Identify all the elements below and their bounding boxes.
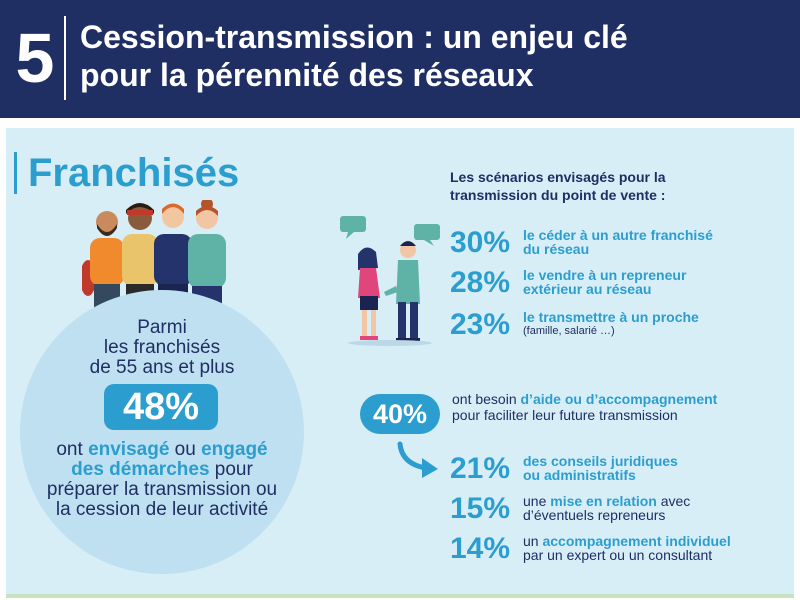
header-banner: 5 Cession-transmission : un enjeu clé po… xyxy=(0,0,800,118)
circle-highlight-engage: engagé des démarches xyxy=(71,439,268,480)
percent-40-pill: 40% xyxy=(360,394,440,434)
support-desc-3: un accompagnement individuel par un expe… xyxy=(523,534,763,562)
support-item-1: 21% des conseils juridiques ou administr… xyxy=(450,452,770,488)
support-desc-2-highlight: mise en relation xyxy=(550,493,657,509)
percent-48-box: 48% xyxy=(104,384,218,430)
support-item-3: 14% un accompagnement individuel par un … xyxy=(450,532,770,568)
support-percent-1: 21% xyxy=(450,452,511,485)
panel-bottom-border xyxy=(6,594,794,598)
page-title-line1: Cession-transmission : un enjeu clé xyxy=(80,19,628,55)
section-number: 5 xyxy=(15,19,55,97)
stat-circle xyxy=(20,290,304,574)
scenarios-title-line1: Les scénarios envisagés pour la xyxy=(450,169,666,185)
scenarios-title: Les scénarios envisagés pour la transmis… xyxy=(450,168,750,204)
scenario-note-3: (famille, salarié …) xyxy=(523,325,615,337)
scenario-item-1: 30% le céder à un autre franchisé du rés… xyxy=(450,226,770,262)
circle-text-part3: pour préparer la transmission ou la cess… xyxy=(46,459,278,520)
scenario-desc-2: le vendre à un repreneur extérieur au ré… xyxy=(523,268,763,296)
scenario-item-2: 28% le vendre à un repreneur extérieur a… xyxy=(450,266,770,302)
scenario-percent-1: 30% xyxy=(450,226,511,259)
curved-arrow-icon xyxy=(397,441,438,478)
scenario-item-3: 23% le transmettre à un proche (famille,… xyxy=(450,308,770,344)
circle-lead-line1: Parmi xyxy=(137,317,187,338)
scenario-desc-3: le transmettre à un proche xyxy=(523,309,699,325)
circle-description: ont envisagé ou engagé des démarches pou… xyxy=(40,440,284,520)
support-text-part1: ont besoin xyxy=(452,391,521,407)
circle-lead-text: Parmi les franchisés de 55 ans et plus xyxy=(60,318,264,378)
scenario-desc-2-line1: le vendre à un repreneur xyxy=(523,267,687,283)
support-desc-2-pre: une xyxy=(523,493,551,509)
scenario-desc-1-line1: le céder à un autre franchisé xyxy=(523,227,713,243)
section-title: Franchisés xyxy=(28,151,240,195)
conversation-illustration xyxy=(340,216,440,346)
support-percent-2: 15% xyxy=(450,492,511,525)
section-title-bar xyxy=(14,152,17,194)
page-title-line2: pour la pérennité des réseaux xyxy=(80,57,534,93)
support-desc-1: des conseils juridiques ou administratif… xyxy=(523,454,763,482)
support-desc-2: une mise en relation avec d’éventuels re… xyxy=(523,494,763,522)
support-desc-1-line2: ou administratifs xyxy=(523,467,636,483)
circle-highlight-envisage: envisagé xyxy=(88,439,170,460)
scenarios-title-line2: transmission du point de vente : xyxy=(450,187,666,203)
scenario-percent-2: 28% xyxy=(450,266,511,299)
circle-lead-line3: de 55 ans et plus xyxy=(89,357,235,378)
support-line2: pour faciliter leur future transmission xyxy=(452,407,678,423)
support-desc-3-pre: un xyxy=(523,533,543,549)
scenario-desc-1-line2: du réseau xyxy=(523,241,590,257)
support-item-2: 15% une mise en relation avec d’éventuel… xyxy=(450,492,770,528)
support-desc-2-post: avec xyxy=(656,493,691,509)
circle-text-part1: ont xyxy=(56,439,89,460)
scenario-desc-2-line2: extérieur au réseau xyxy=(523,281,652,297)
circle-text-part2: ou xyxy=(169,439,202,460)
header-divider xyxy=(64,16,66,100)
support-desc-2-line1: une mise en relation avec xyxy=(523,494,763,508)
support-desc-3-line2: par un expert ou un consultant xyxy=(523,547,713,563)
scenario-percent-3: 23% xyxy=(450,308,511,341)
support-highlight: d’aide ou d’accompagnement xyxy=(520,391,718,407)
support-desc-3-line1: un accompagnement individuel xyxy=(523,534,763,548)
scenario-desc-1: le céder à un autre franchisé du réseau xyxy=(523,228,763,256)
circle-lead-line2: les franchisés xyxy=(103,337,221,358)
page-title: Cession-transmission : un enjeu clé pour… xyxy=(80,18,780,94)
support-desc-1-line1: des conseils juridiques xyxy=(523,453,678,469)
support-line1: ont besoin d’aide ou d’accompagnement xyxy=(452,391,772,407)
support-description: ont besoin d’aide ou d’accompagnement po… xyxy=(452,391,772,423)
support-percent-3: 14% xyxy=(450,532,511,565)
support-desc-2-line2: d’éventuels repreneurs xyxy=(523,507,666,523)
support-desc-3-highlight: accompagnement individuel xyxy=(542,533,731,549)
